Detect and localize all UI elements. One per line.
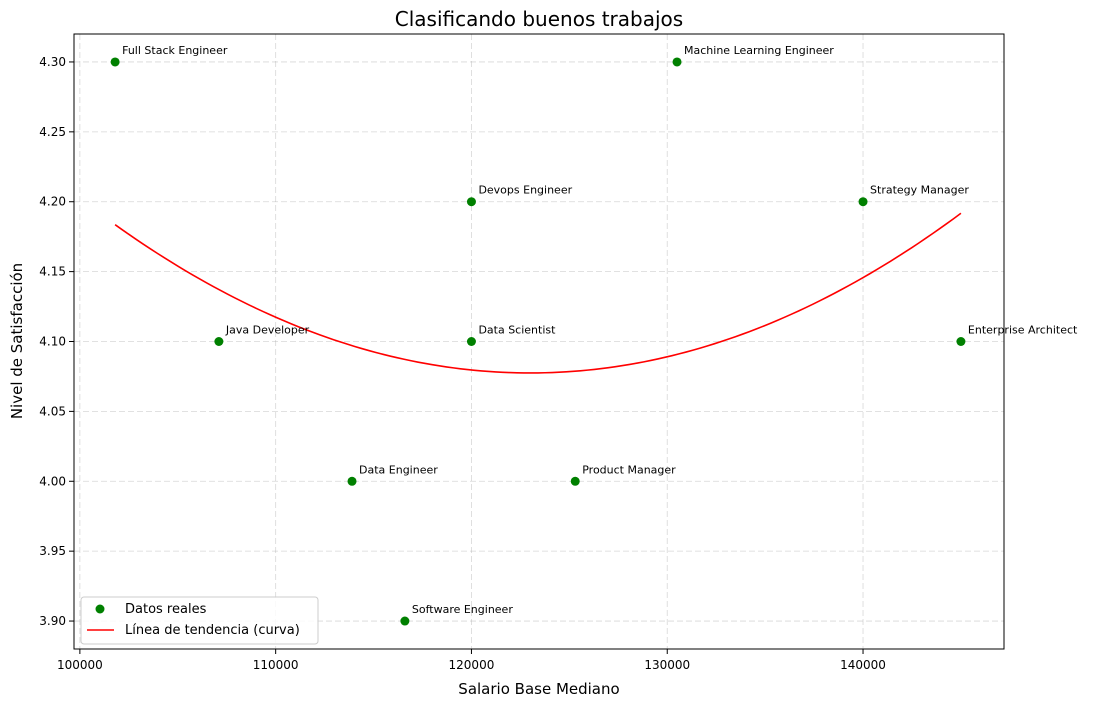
y-tick-label: 4.20 bbox=[39, 195, 66, 209]
x-axis-title: Salario Base Mediano bbox=[458, 680, 619, 698]
trend-line bbox=[114, 212, 962, 374]
point-data-engineer bbox=[347, 476, 357, 486]
point-machine-learning-engineer bbox=[672, 57, 682, 67]
x-tick-label: 140000 bbox=[840, 658, 886, 672]
y-tick-label: 4.15 bbox=[39, 265, 66, 279]
point-software-engineer bbox=[400, 616, 410, 626]
point-label-java-developer: Java Developer bbox=[225, 324, 310, 337]
x-tick-label: 120000 bbox=[449, 658, 495, 672]
legend-marker-datos-reales bbox=[95, 604, 105, 614]
point-strategy-manager bbox=[858, 197, 868, 207]
y-axis-ticks: 3.90 3.95 4.00 4.05 4.10 4.15 4.20 4.25 4.30 bbox=[39, 55, 74, 628]
chart-title: Clasificando buenos trabajos bbox=[395, 7, 683, 31]
point-devops-engineer bbox=[466, 197, 476, 207]
x-tick-label: 130000 bbox=[644, 658, 690, 672]
x-tick-label: 100000 bbox=[57, 658, 103, 672]
point-label-machine-learning-engineer: Machine Learning Engineer bbox=[684, 44, 834, 57]
point-label-data-scientist: Data Scientist bbox=[478, 324, 556, 337]
points-layer bbox=[110, 57, 966, 626]
point-label-enterprise-architect: Enterprise Architect bbox=[968, 324, 1078, 337]
y-tick-label: 3.90 bbox=[39, 614, 66, 628]
point-label-product-manager: Product Manager bbox=[582, 463, 676, 476]
x-tick-label: 110000 bbox=[253, 658, 299, 672]
trend-layer bbox=[114, 212, 962, 374]
point-enterprise-architect bbox=[956, 337, 966, 346]
point-label-data-engineer: Data Engineer bbox=[359, 463, 438, 476]
legend-label-datos-reales: Datos reales bbox=[125, 602, 207, 617]
point-full-stack-engineer bbox=[110, 57, 120, 67]
y-tick-label: 4.30 bbox=[39, 55, 66, 69]
y-tick-label: 4.10 bbox=[39, 335, 66, 349]
point-data-scientist bbox=[466, 337, 476, 346]
y-tick-label: 3.95 bbox=[39, 544, 66, 558]
y-tick-label: 4.00 bbox=[39, 474, 66, 488]
legend: Datos reales Línea de tendencia (curva) bbox=[80, 596, 319, 645]
x-axis-ticks: 100000 110000 120000 130000 140000 bbox=[57, 649, 886, 672]
grid-lines bbox=[74, 34, 1004, 649]
point-label-strategy-manager: Strategy Manager bbox=[870, 184, 969, 197]
point-label-full-stack-engineer: Full Stack Engineer bbox=[122, 44, 228, 57]
point-java-developer bbox=[214, 337, 224, 346]
y-axis-title: Nivel de Satisfacción bbox=[8, 263, 26, 419]
point-labels-layer: Full Stack Engineer Java Developer Data En… bbox=[122, 44, 1078, 616]
point-product-manager bbox=[570, 476, 580, 486]
y-tick-label: 4.25 bbox=[39, 125, 66, 139]
legend-label-tendencia: Línea de tendencia (curva) bbox=[125, 623, 300, 638]
point-label-devops-engineer: Devops Engineer bbox=[478, 184, 572, 197]
legend-box bbox=[80, 596, 319, 645]
point-label-software-engineer: Software Engineer bbox=[412, 603, 513, 616]
y-tick-label: 4.05 bbox=[39, 404, 66, 418]
